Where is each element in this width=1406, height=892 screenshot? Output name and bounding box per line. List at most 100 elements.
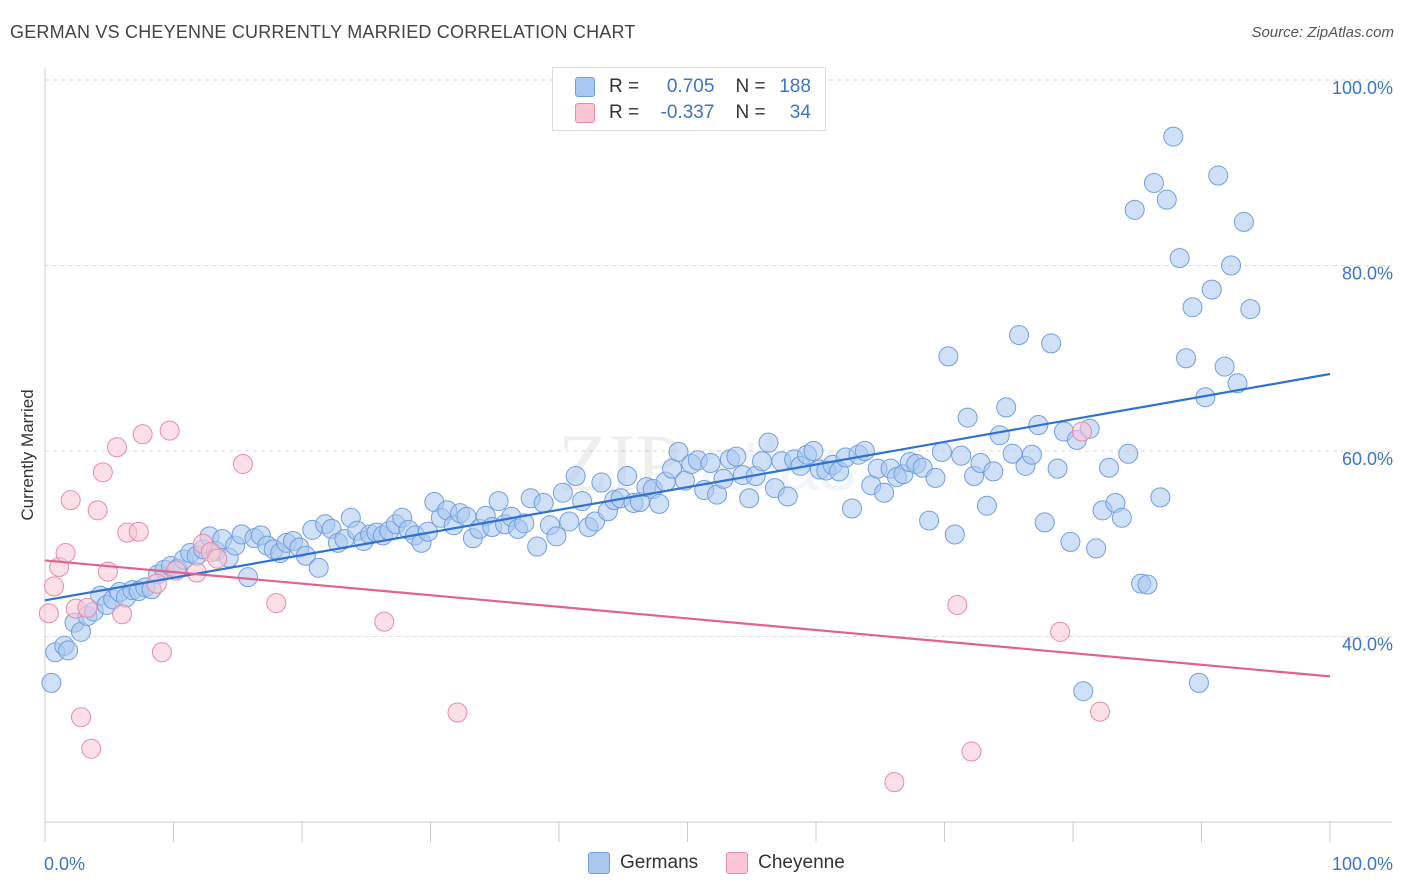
legend-r-label: R = xyxy=(609,102,640,123)
germans-point xyxy=(1143,172,1164,193)
germans-point xyxy=(591,472,612,493)
germans-point xyxy=(1156,189,1177,210)
germans-point xyxy=(989,425,1010,446)
cheyenne-point xyxy=(106,437,127,458)
germans-point xyxy=(1060,531,1081,552)
germans-point xyxy=(1021,444,1042,465)
germans-point xyxy=(931,441,952,462)
y-tick-label: 40.0% xyxy=(1342,635,1393,655)
cheyenne-point xyxy=(232,453,253,474)
germans-point xyxy=(1137,574,1158,595)
germans-point xyxy=(1201,279,1222,300)
legend-swatch-cheyenne xyxy=(726,852,749,874)
germans-point xyxy=(1086,538,1107,559)
germans-point xyxy=(565,466,586,487)
germans-point xyxy=(58,640,79,661)
correlation-legend: R = 0.705 N = 188 R = -0.337 N = 34 xyxy=(552,67,826,131)
y-axis-label: Currently Married xyxy=(18,389,37,521)
cheyenne-point xyxy=(151,642,172,663)
cheyenne-point xyxy=(207,548,228,569)
cheyenne-point xyxy=(159,420,180,441)
cheyenne-trend-line xyxy=(44,559,1331,678)
germans-point xyxy=(1227,373,1248,394)
legend-r-value: -0.337 xyxy=(660,102,715,123)
legend-swatch-germans xyxy=(588,852,610,874)
y-tick-label: 80.0% xyxy=(1342,264,1393,284)
germans-point xyxy=(1118,443,1139,464)
cheyenne-point xyxy=(961,741,982,762)
germans-point xyxy=(919,510,940,531)
germans-point xyxy=(308,557,329,578)
germans-point xyxy=(1111,507,1132,528)
germans-point xyxy=(649,493,670,514)
germans-point xyxy=(726,446,747,467)
germans-point xyxy=(1150,487,1171,508)
tick-labels: 40.0% 60.0% 80.0% 100.0% 0.0% 100.0% xyxy=(44,78,1393,874)
germans-point xyxy=(1208,165,1229,186)
germans-point xyxy=(841,498,862,519)
legend-item-cheyenne[interactable]: Cheyenne xyxy=(726,852,845,874)
axes xyxy=(44,68,1392,842)
germans-point xyxy=(957,407,978,428)
cheyenne-point xyxy=(128,521,149,542)
germans-point xyxy=(777,486,798,507)
series-legend: Germans Cheyenne xyxy=(588,852,873,874)
germans-point xyxy=(1188,672,1209,693)
cheyenne-point xyxy=(374,611,395,632)
germans-point xyxy=(1233,211,1254,232)
cheyenne-point xyxy=(1050,621,1071,642)
germans-point xyxy=(739,488,760,509)
cheyenne-point xyxy=(112,604,133,625)
germans-point xyxy=(1073,681,1094,702)
cheyenne-point xyxy=(1089,701,1110,722)
germans-point xyxy=(1163,126,1184,147)
germans-point xyxy=(41,672,62,693)
germans-point xyxy=(758,432,779,453)
legend-label-cheyenne: Cheyenne xyxy=(758,852,845,873)
germans-point xyxy=(976,495,997,516)
x-tick-label: 0.0% xyxy=(44,854,85,874)
germans-point xyxy=(752,451,773,472)
germans-point xyxy=(1047,458,1068,479)
germans-point xyxy=(874,482,895,503)
germans-point xyxy=(1169,248,1190,269)
legend-item-germans[interactable]: Germans xyxy=(588,852,698,874)
cheyenne-point xyxy=(266,593,287,614)
legend-row-germans: R = 0.705 N = 188 xyxy=(575,74,811,100)
germans-point xyxy=(559,511,580,532)
germans-point xyxy=(1214,356,1235,377)
x-tick-label: 100.0% xyxy=(1332,854,1393,874)
germans-point xyxy=(1041,333,1062,354)
germans-point xyxy=(533,492,554,513)
cheyenne-point xyxy=(55,543,76,564)
germans-point xyxy=(1124,199,1145,220)
y-tick-label: 100.0% xyxy=(1332,78,1393,98)
germans-point xyxy=(552,482,573,503)
germans-point xyxy=(617,466,638,487)
germans-point xyxy=(1182,297,1203,318)
cheyenne-point xyxy=(60,490,81,511)
legend-swatch-cheyenne xyxy=(575,103,595,123)
cheyenne-points xyxy=(38,420,1110,793)
legend-swatch-germans xyxy=(575,77,595,97)
cheyenne-point xyxy=(146,573,167,594)
legend-label-germans: Germans xyxy=(620,852,699,873)
legend-r-value: 0.705 xyxy=(666,76,715,97)
cheyenne-point xyxy=(38,603,59,624)
y-tick-label: 60.0% xyxy=(1342,449,1393,469)
germans-point xyxy=(1098,457,1119,478)
trend-lines xyxy=(44,372,1331,678)
cheyenne-point xyxy=(81,738,102,759)
legend-r-label: R = xyxy=(609,76,640,97)
germans-point xyxy=(983,461,1004,482)
germans-point xyxy=(1034,512,1055,533)
germans-point xyxy=(1009,325,1030,346)
legend-n-label: N = xyxy=(735,76,766,97)
chart-title: GERMAN VS CHEYENNE CURRENTLY MARRIED COR… xyxy=(10,22,636,42)
germans-point xyxy=(700,453,721,474)
cheyenne-point xyxy=(92,462,113,483)
cheyenne-point xyxy=(947,594,968,615)
cheyenne-point xyxy=(43,576,64,597)
germans-trend-line xyxy=(44,372,1331,602)
